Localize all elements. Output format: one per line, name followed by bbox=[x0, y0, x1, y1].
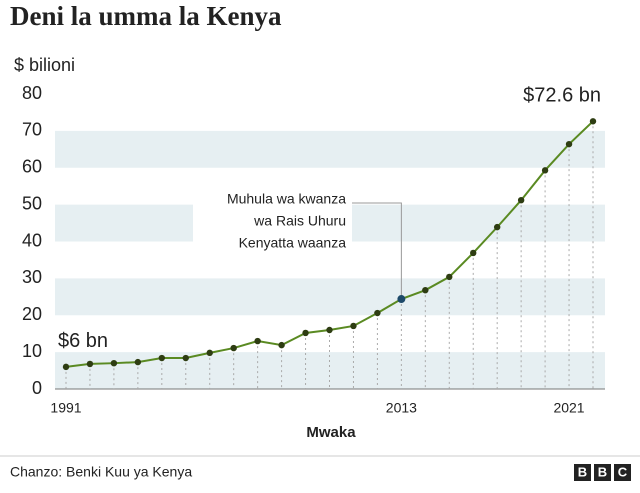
data-point bbox=[134, 358, 142, 366]
x-tick-label: 2013 bbox=[386, 400, 417, 416]
data-point bbox=[326, 326, 333, 334]
data-point bbox=[230, 344, 237, 352]
data-point bbox=[182, 354, 189, 362]
y-tick-label: 70 bbox=[22, 120, 42, 140]
logo-box bbox=[594, 464, 611, 481]
data-point bbox=[86, 360, 94, 368]
annotation-text: Kenyatta waanza bbox=[239, 235, 347, 251]
y-tick-label: 10 bbox=[22, 341, 42, 361]
data-point bbox=[470, 249, 477, 257]
value-label: $6 bn bbox=[58, 330, 108, 352]
logo-letter: B bbox=[578, 464, 587, 479]
grid-band bbox=[55, 278, 605, 316]
x-tick-label: 1991 bbox=[50, 400, 81, 416]
y-axis-label: $ bilioni bbox=[14, 55, 75, 75]
y-tick-label: 40 bbox=[22, 230, 42, 250]
data-point bbox=[541, 167, 549, 174]
x-axis-label: Mwaka bbox=[306, 424, 356, 441]
x-tick-label: 2021 bbox=[553, 400, 584, 416]
data-point bbox=[206, 349, 213, 357]
data-point bbox=[278, 341, 285, 349]
data-point bbox=[350, 322, 357, 330]
logo-box bbox=[574, 464, 591, 481]
source: Chanzo: Benki Kuu ya Kenya bbox=[10, 464, 192, 480]
grid-band bbox=[55, 130, 605, 168]
y-tick-label: 50 bbox=[22, 193, 42, 213]
y-tick-label: 60 bbox=[22, 157, 42, 177]
annotation-text: wa Rais Uhuru bbox=[253, 213, 346, 229]
y-tick-label: 80 bbox=[22, 83, 42, 103]
data-point bbox=[374, 309, 381, 317]
y-tick-label: 30 bbox=[22, 267, 42, 287]
data-point bbox=[422, 286, 429, 294]
data-point bbox=[493, 223, 501, 231]
data-point bbox=[565, 140, 573, 148]
data-point bbox=[589, 118, 597, 125]
annotation-box bbox=[193, 185, 352, 265]
annotation-text: Muhula wa kwanza bbox=[227, 191, 346, 207]
chart-title: Deni la umma la Kenya bbox=[10, 1, 282, 31]
y-tick-label: 0 bbox=[32, 378, 42, 398]
data-point bbox=[446, 273, 453, 281]
y-tick-label: 20 bbox=[22, 304, 42, 324]
annotation-leader bbox=[352, 202, 402, 300]
data-point bbox=[397, 295, 406, 304]
data-point bbox=[254, 337, 261, 345]
logo-box bbox=[614, 464, 631, 481]
logo-letter: C bbox=[618, 464, 628, 479]
data-point bbox=[302, 329, 309, 337]
data-point bbox=[110, 359, 118, 367]
data-point bbox=[158, 354, 166, 362]
data-point bbox=[517, 197, 525, 204]
logo-letter: B bbox=[598, 464, 607, 479]
data-point bbox=[62, 363, 70, 371]
value-label: $72.6 bn bbox=[523, 85, 601, 107]
